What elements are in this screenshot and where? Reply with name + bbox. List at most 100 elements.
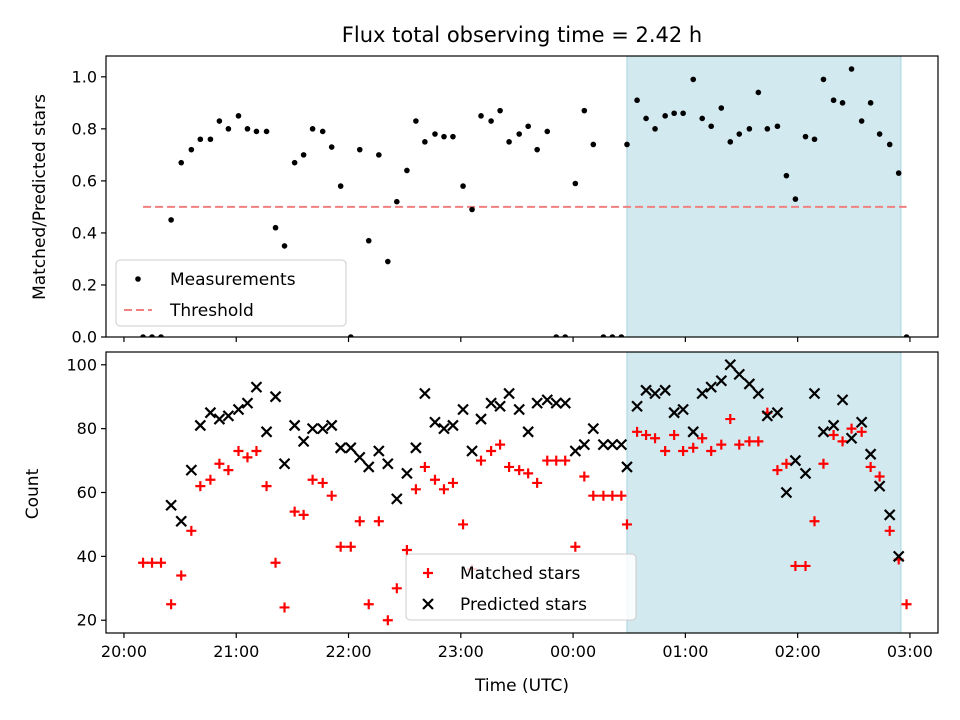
measurement-point bbox=[618, 334, 625, 337]
legend-marker-matched bbox=[423, 568, 433, 578]
measurement-point bbox=[188, 146, 195, 153]
measurement-point bbox=[690, 76, 697, 83]
top-y-axis-label: Matched/Predicted stars bbox=[30, 94, 50, 300]
predicted-star-point bbox=[649, 387, 661, 400]
measurement-point bbox=[235, 113, 242, 119]
matched-star-point bbox=[495, 439, 506, 450]
matched-star-point bbox=[607, 490, 618, 501]
top-legend-box bbox=[115, 259, 347, 327]
measurement-point bbox=[497, 107, 503, 114]
predicted-star-point bbox=[250, 381, 263, 393]
matched-star-point bbox=[598, 490, 609, 501]
predicted-star-point bbox=[344, 442, 357, 454]
measurement-point bbox=[432, 131, 438, 137]
predicted-star-point bbox=[288, 419, 301, 432]
measurement-point bbox=[774, 123, 781, 130]
matched-star-point bbox=[523, 468, 534, 479]
matched-star-point bbox=[514, 465, 525, 476]
top-y-tick-label: 0.6 bbox=[72, 171, 97, 190]
predicted-star-point bbox=[559, 397, 572, 409]
measurement-point bbox=[820, 76, 827, 83]
measurement-point bbox=[830, 97, 837, 104]
matched-star-point bbox=[865, 461, 876, 472]
measurement-point bbox=[404, 167, 410, 174]
measurement-point bbox=[903, 334, 910, 337]
matched-star-point bbox=[828, 430, 839, 441]
bottom-shaded-region bbox=[626, 351, 902, 634]
predicted-star-point bbox=[466, 445, 478, 457]
measurement-point bbox=[811, 136, 818, 143]
predicted-star-point bbox=[213, 413, 226, 425]
measurement-point bbox=[263, 128, 270, 135]
matched-star-point bbox=[298, 509, 309, 520]
predicted-star-point bbox=[677, 403, 689, 416]
measurement-point bbox=[590, 141, 597, 148]
predicted-star-point bbox=[541, 394, 554, 406]
predicted-star-point bbox=[631, 400, 643, 413]
predicted-star-point bbox=[606, 438, 619, 451]
matched-star-point bbox=[504, 461, 515, 472]
matched-star-point bbox=[725, 414, 736, 425]
matched-star-point bbox=[884, 525, 895, 536]
measurement-point bbox=[525, 123, 531, 130]
predicted-star-point bbox=[696, 387, 708, 400]
matched-star-point bbox=[621, 519, 632, 530]
predicted-star-point bbox=[513, 403, 525, 416]
predicted-star-point bbox=[733, 368, 746, 381]
matched-star-point bbox=[632, 426, 643, 437]
top-panel: 0.0 0.2 0.4 0.6 0.8 1.0 Measurements Threshold bbox=[72, 55, 939, 347]
predicted-star-point bbox=[715, 374, 728, 387]
predicted-star-point bbox=[457, 403, 469, 416]
predicted-star-point bbox=[485, 397, 497, 409]
matched-star-point bbox=[772, 465, 783, 476]
measurement-point bbox=[671, 110, 677, 117]
x-tick-label: 02:00 bbox=[775, 642, 821, 661]
legend-label: Matched stars bbox=[460, 564, 580, 584]
bottom-y-tick-label: 80 bbox=[77, 419, 97, 438]
legend-label: Predicted stars bbox=[460, 595, 587, 615]
predicted-star-point bbox=[621, 461, 633, 473]
x-tick-label: 03:00 bbox=[887, 642, 933, 661]
predicted-star-point bbox=[391, 493, 403, 505]
matched-star-point bbox=[261, 481, 272, 492]
measurement-point bbox=[281, 243, 288, 249]
predicted-star-point bbox=[353, 451, 366, 464]
measurement-point bbox=[460, 183, 466, 189]
measurement-point bbox=[699, 115, 706, 122]
matched-star-point bbox=[223, 465, 234, 476]
measurement-point bbox=[643, 115, 649, 122]
matched-star-point bbox=[486, 445, 497, 456]
predicted-star-point bbox=[382, 457, 394, 470]
bottom-legend: Matched stars Predicted stars bbox=[405, 553, 637, 621]
matched-star-point bbox=[242, 452, 253, 463]
matched-star-point bbox=[837, 436, 848, 447]
predicted-star-point bbox=[752, 387, 765, 400]
measurement-point bbox=[441, 133, 447, 140]
predicted-star-point bbox=[334, 442, 347, 454]
measurement-point bbox=[600, 334, 607, 337]
matched-star-point bbox=[205, 474, 216, 485]
matched-star-point bbox=[289, 506, 300, 517]
measurement-point bbox=[469, 206, 475, 213]
matched-star-point bbox=[233, 445, 244, 456]
measurement-point bbox=[376, 152, 382, 158]
predicted-star-point bbox=[222, 410, 235, 422]
predicted-star-point bbox=[401, 467, 413, 480]
predicted-star-point bbox=[873, 480, 886, 492]
measurement-point bbox=[652, 126, 658, 132]
matched-star-point bbox=[195, 481, 206, 492]
measurement-point bbox=[347, 334, 354, 337]
predicted-star-point bbox=[362, 461, 375, 473]
matched-star-point bbox=[382, 615, 393, 626]
measurement-point bbox=[792, 196, 799, 202]
measurement-point bbox=[858, 118, 865, 124]
measurement-point bbox=[634, 97, 640, 104]
measurement-point bbox=[422, 139, 428, 145]
matched-star-point bbox=[345, 541, 356, 552]
measurement-point bbox=[168, 217, 174, 223]
measurement-point bbox=[867, 100, 874, 106]
predicted-star-point bbox=[475, 413, 487, 425]
top-y-tick-label: 1.0 bbox=[72, 67, 97, 86]
predicted-star-point bbox=[550, 397, 563, 409]
